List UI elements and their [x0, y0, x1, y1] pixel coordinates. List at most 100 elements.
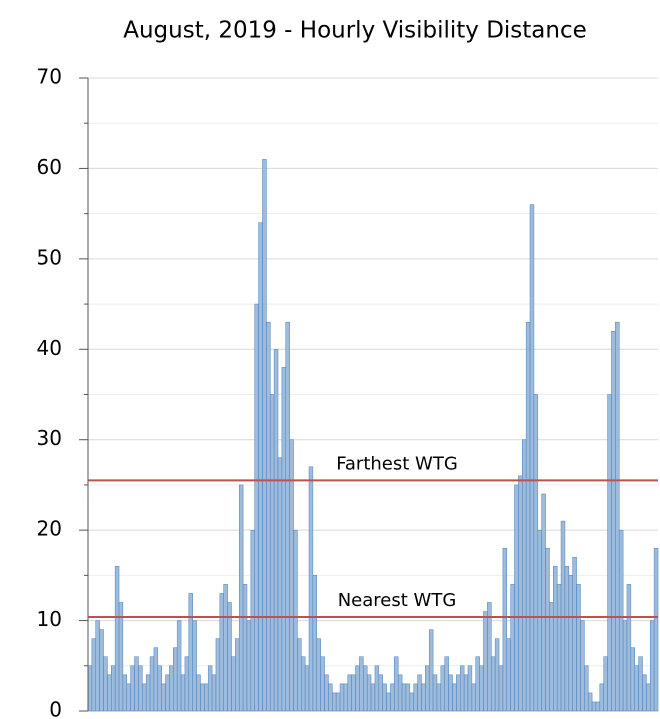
- bar: [343, 683, 349, 712]
- bar: [587, 692, 593, 712]
- bar: [444, 656, 449, 712]
- bar: [615, 321, 620, 712]
- bar: [250, 529, 255, 712]
- bar: [549, 602, 554, 712]
- bar: [471, 683, 477, 712]
- bar: [572, 557, 577, 712]
- bar: [223, 584, 228, 712]
- bar: [246, 620, 252, 712]
- bar: [134, 656, 139, 712]
- bar: [347, 674, 352, 712]
- chart-title: August, 2019 - Hourly Visibility Distanc…: [123, 18, 587, 44]
- bar: [514, 484, 519, 712]
- bar: [130, 665, 135, 712]
- bar: [649, 620, 655, 712]
- bar: [297, 638, 302, 712]
- bar: [211, 674, 217, 712]
- bar: [498, 665, 504, 712]
- bar: [285, 321, 290, 712]
- bar: [370, 683, 376, 712]
- bar: [173, 647, 178, 712]
- bar: [320, 656, 325, 712]
- bar: [142, 683, 147, 712]
- bar: [153, 647, 159, 712]
- bar: [541, 493, 546, 712]
- bar: [518, 475, 523, 712]
- bar: [553, 566, 558, 712]
- bar: [494, 638, 500, 712]
- bar: [204, 683, 209, 712]
- bar: [564, 566, 570, 712]
- bar: [176, 620, 182, 712]
- y-tick-label: 70: [37, 65, 62, 89]
- bar: [339, 683, 345, 712]
- bar: [269, 394, 275, 712]
- bar: [506, 638, 511, 712]
- bar: [607, 394, 612, 712]
- bar: [262, 159, 267, 712]
- bar: [448, 674, 453, 712]
- bar: [293, 529, 298, 712]
- bar: [219, 593, 224, 712]
- bar: [335, 692, 341, 712]
- bar: [165, 674, 170, 712]
- bar: [452, 683, 457, 712]
- bar: [254, 303, 259, 712]
- bar: [188, 593, 193, 712]
- bar: [308, 466, 314, 712]
- y-tick-label: 60: [37, 155, 62, 179]
- bar: [328, 683, 333, 712]
- bar: [456, 674, 461, 712]
- bar: [91, 638, 97, 712]
- bar: [114, 566, 120, 712]
- bar: [207, 665, 213, 712]
- bar: [281, 367, 287, 712]
- bar: [231, 656, 236, 712]
- bar: [355, 665, 360, 712]
- bar: [479, 665, 484, 712]
- bar: [630, 647, 635, 712]
- reference-label: Farthest WTG: [336, 453, 458, 474]
- bar: [483, 611, 488, 712]
- bar: [242, 584, 248, 712]
- bar: [390, 683, 395, 712]
- y-tick-label: 40: [37, 336, 62, 360]
- y-tick-label: 10: [37, 607, 62, 631]
- bar: [436, 683, 442, 712]
- bar: [428, 629, 434, 712]
- bar: [366, 674, 372, 712]
- bar: [576, 584, 581, 712]
- bar: [537, 529, 542, 712]
- bar: [138, 665, 143, 712]
- bar: [394, 656, 399, 712]
- bar: [568, 575, 573, 712]
- bar: [401, 683, 407, 712]
- bar: [192, 620, 197, 712]
- bar: [118, 602, 124, 712]
- bar: [580, 620, 585, 712]
- bar: [417, 674, 422, 712]
- bar: [626, 584, 632, 712]
- bar: [475, 656, 480, 712]
- bar: [405, 683, 411, 712]
- bar: [595, 701, 601, 712]
- bar: [463, 674, 469, 712]
- bar: [180, 674, 186, 712]
- bar: [653, 547, 659, 712]
- bar: [273, 349, 279, 712]
- bar: [111, 665, 116, 712]
- bar: [184, 656, 190, 712]
- bar: [603, 656, 608, 712]
- bar: [618, 529, 624, 712]
- bar: [107, 674, 112, 712]
- bar: [238, 484, 244, 712]
- bar: [646, 683, 651, 712]
- reference-label: Nearest WTG: [338, 590, 457, 611]
- bar: [525, 321, 531, 712]
- bar: [359, 656, 364, 712]
- bar: [161, 683, 166, 712]
- bar: [459, 665, 465, 712]
- bar: [301, 656, 306, 712]
